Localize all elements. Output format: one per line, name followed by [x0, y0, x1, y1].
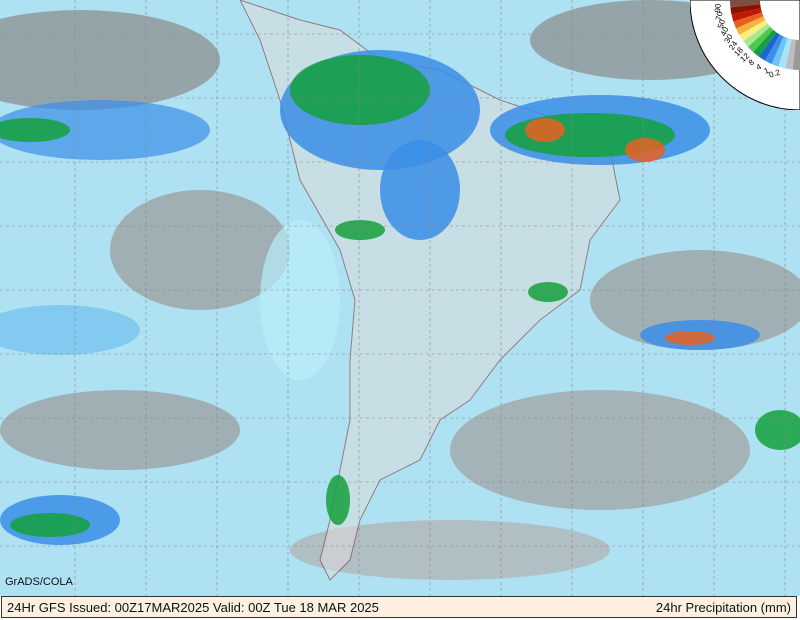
legend-level-label: 50 [716, 18, 727, 30]
legend-color-wedge [739, 20, 768, 42]
legend-color-wedge [753, 29, 777, 57]
legend-color-wedge [765, 34, 784, 64]
legend-level-label: 0.2 [768, 68, 782, 80]
lat-lon-grid [0, 0, 800, 596]
field-blob [0, 390, 240, 470]
field-blob [290, 520, 610, 580]
rain-blob [326, 475, 350, 525]
credit-label: GrADS/COLA [5, 576, 73, 588]
field-blob [450, 390, 750, 510]
legend-color-wedge [736, 16, 766, 35]
legend-color-wedge [743, 23, 771, 47]
field-blob [110, 190, 290, 310]
legend-color-wedge [733, 12, 764, 29]
rain-blob [0, 118, 70, 142]
field-blob [0, 100, 210, 160]
footer-variable: 24hr Precipitation (mm) [655, 599, 791, 615]
legend-level-label: 8 [747, 57, 756, 67]
rain-blob [755, 410, 800, 450]
legend-color-wedge [771, 36, 788, 67]
field-blob [0, 305, 140, 355]
legend-color-wedge [778, 38, 792, 69]
rain-blob [525, 118, 565, 142]
rain-blob [380, 140, 460, 240]
footer-bar: 24Hr GFS Issued: 00Z17MAR2025 Valid: 00Z… [1, 596, 797, 618]
rain-blob [10, 513, 90, 537]
legend-background [690, 0, 800, 110]
legend-color-wedge [731, 8, 762, 22]
legend-color-wedge [758, 32, 780, 61]
legend-level-label: 4 [755, 62, 764, 72]
precipitation-map [0, 0, 800, 596]
legend-color-wedge [785, 39, 796, 70]
rain-blob [528, 282, 568, 302]
legend-color-wedge [730, 4, 761, 15]
rain-blob [665, 331, 715, 345]
rain-blob [335, 220, 385, 240]
footer-issue-valid: 24Hr GFS Issued: 00Z17MAR2025 Valid: 00Z… [7, 599, 379, 615]
field-blob [0, 10, 220, 110]
legend-color-wedge [730, 0, 761, 8]
field-blob [590, 250, 800, 350]
legend-level-label: 70 [714, 10, 725, 21]
legend-color-wedge [747, 26, 774, 53]
legend-level-label: 40 [719, 25, 731, 37]
legend-level-label: 1 [763, 66, 771, 76]
field-blob [260, 220, 340, 380]
rain-blob [625, 138, 665, 162]
legend-level-label: 90 [713, 3, 723, 13]
legend-color-wedge [792, 39, 800, 70]
rain-blob [290, 55, 430, 125]
